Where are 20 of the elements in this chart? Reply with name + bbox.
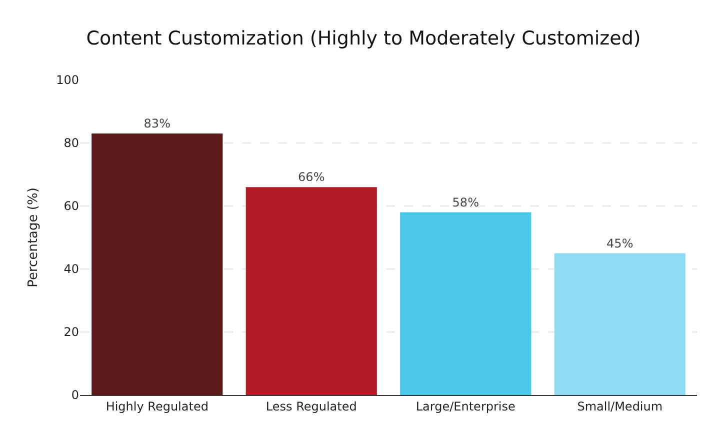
x-tick-label: Small/Medium: [577, 399, 663, 414]
y-tick-label: 20: [64, 325, 79, 340]
y-axis-title: Percentage (%): [26, 188, 42, 288]
chart-title: Content Customization (Highly to Moderately Customized): [86, 27, 641, 50]
bar: [246, 187, 377, 395]
bar: [92, 134, 223, 395]
data-label: 83%: [144, 116, 170, 131]
y-tick-label: 40: [64, 262, 79, 276]
y-tick-label: 80: [64, 136, 79, 150]
data-label: 66%: [298, 170, 325, 184]
data-label: 58%: [452, 195, 479, 210]
data-label: 45%: [606, 236, 634, 250]
x-tick-label: Highly Regulated: [106, 399, 208, 414]
y-tick-label: 100: [56, 73, 79, 88]
y-tick-label: 0: [71, 388, 79, 402]
x-tick-label: Less Regulated: [266, 399, 357, 414]
y-tick-label: 60: [64, 199, 79, 214]
x-tick-label: Large/Enterprise: [416, 399, 516, 414]
bar: [400, 212, 532, 395]
bar: [554, 253, 686, 395]
